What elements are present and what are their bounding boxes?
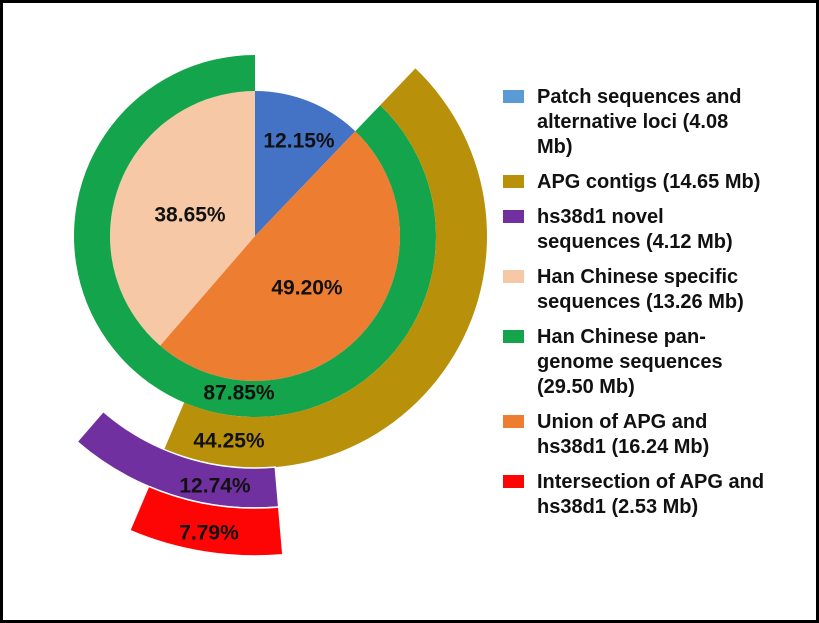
legend-label: hs38d1 novel sequences (4.12 Mb) — [537, 206, 733, 253]
legend-swatch-icon — [503, 475, 524, 488]
percentage-label-hs38d1-novel-sequences: 12.74% — [179, 475, 251, 498]
percentage-label-intersection-of-apg-and-hs38d1: 7.79% — [179, 522, 239, 545]
legend-item: Intersection of APG and hs38d1 (2.53 Mb) — [503, 470, 803, 520]
percentage-label-patch-sequences-and-alternative-loci: 12.15% — [263, 130, 335, 153]
segment-han-chinese-specific-sequences — [110, 91, 255, 346]
segment-intersection-of-apg-and-hs38d1 — [128, 485, 284, 557]
legend: Patch sequences and alternative loci (4.… — [503, 85, 803, 520]
legend-label: Patch sequences and alternative loci (4.… — [537, 86, 742, 158]
legend-label: Han Chinese specific sequences (13.26 Mb… — [537, 266, 744, 313]
legend-swatch-icon — [503, 175, 524, 188]
legend-item: APG contigs (14.65 Mb) — [503, 170, 803, 195]
percentage-label-union-of-apg-and-hs38d1: 49.20% — [271, 277, 343, 300]
percentage-label-han-chinese-pan-genome-sequences: 87.85% — [203, 382, 275, 405]
segment-patch-sequences-and-alternative-loci — [255, 91, 356, 236]
legend-item: hs38d1 novel sequences (4.12 Mb) — [503, 205, 803, 255]
legend-swatch-icon — [503, 330, 524, 343]
legend-swatch-icon — [503, 415, 524, 428]
percentage-label-apg-contigs: 44.25% — [193, 430, 265, 453]
segment-apg-contigs — [164, 68, 487, 468]
legend-label: Han Chinese pan- genome sequences (29.50… — [537, 326, 723, 398]
legend-item: Han Chinese specific sequences (13.26 Mb… — [503, 265, 803, 315]
segment-union-of-apg-and-hs38d1 — [160, 131, 400, 381]
legend-swatch-icon — [503, 210, 524, 223]
legend-item: Han Chinese pan- genome sequences (29.50… — [503, 325, 803, 400]
legend-label: APG contigs (14.65 Mb) — [537, 171, 761, 193]
legend-label: Union of APG and hs38d1 (16.24 Mb) — [537, 411, 710, 458]
legend-swatch-icon — [503, 270, 524, 283]
legend-swatch-icon — [503, 90, 524, 103]
legend-item: Union of APG and hs38d1 (16.24 Mb) — [503, 410, 803, 460]
legend-label: Intersection of APG and hs38d1 (2.53 Mb) — [537, 471, 765, 518]
percentage-label-han-chinese-specific-sequences: 38.65% — [154, 204, 226, 227]
sunburst-chart: 12.15% 49.20% 38.65% 87.85% 44.25% 12.74% 7.79… — [73, 55, 487, 557]
legend-item: Patch sequences and alternative loci (4.… — [503, 85, 803, 160]
